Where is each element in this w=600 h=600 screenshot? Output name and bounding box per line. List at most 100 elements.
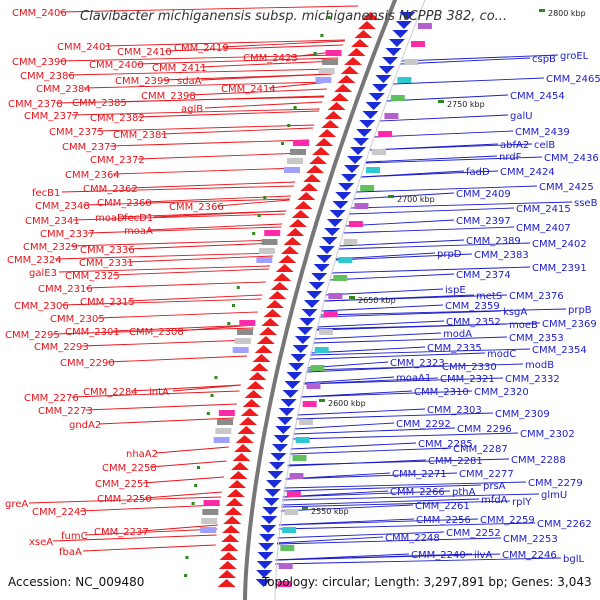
forward-gene-marker [354,30,373,38]
forward-gene-marker [242,399,261,407]
leader-line [144,491,222,499]
gene-label: bglL [563,554,584,565]
gene-label: CMM_2410 [117,47,172,58]
reverse-gene-marker [341,174,358,182]
gene-label: CMM_2295 [5,330,60,341]
gene-label: ilvA [474,550,492,561]
gene-label: CMM_2243 [32,507,87,518]
gene-label: CMM_2454 [510,91,565,102]
forward-gene-marker [308,156,327,164]
reverse-gene-marker [299,318,316,326]
gene-label: nhaA2 [126,449,158,460]
gene-label: CMM_2337 [40,229,95,240]
gene-label: metS [476,291,502,302]
rna-marker [185,556,189,559]
leader-line [287,458,510,466]
gene-label: CMM_2353 [509,333,564,344]
leader-line [284,481,527,489]
gene-label: gndA2 [69,420,101,431]
leader-line [365,155,498,163]
reverse-gene-marker [329,210,346,218]
leader-line [127,242,277,250]
svg-text:2550 kbp: 2550 kbp [311,507,349,516]
reverse-gene-marker [346,156,363,164]
gene-label: CMM_2290 [60,358,115,369]
forward-gene-marker [256,336,275,344]
leader-line [188,88,327,96]
leader-line [83,81,330,89]
feature-block [338,257,353,263]
gene-label: CMM_2374 [456,270,511,281]
leader-line [350,201,573,209]
leader-line [300,390,473,398]
gene-label: CMM_2284 [83,387,138,398]
reverse-gene-marker [344,165,361,173]
forward-gene-marker [224,507,243,515]
svg-text:2600 kbp: 2600 kbp [328,399,366,408]
reverse-gene-marker [284,381,301,389]
gene-label: CMM_2414 [221,84,276,95]
forward-gene-marker [347,48,366,56]
gene-label: CMM_2251 [95,479,150,490]
feature-block [215,428,232,434]
feature-block [378,131,393,137]
forward-gene-marker [219,552,238,560]
forward-gene-marker [286,228,305,236]
leader-line [130,384,241,392]
reverse-gene-marker [270,453,287,461]
forward-gene-marker [350,39,369,47]
leader-line [97,311,258,319]
forward-gene-marker [223,516,242,524]
feature-block [348,221,363,227]
gene-label: CMM_2324 [7,255,62,266]
gene-label: CMM_2381 [113,130,168,141]
gene-label: CMM_2259 [480,515,535,526]
reverse-gene-marker [311,273,328,281]
feature-block [280,545,295,551]
reverse-gene-marker [297,327,314,335]
forward-gene-marker [340,66,359,74]
feature-block [360,185,375,191]
leader-line [310,346,426,354]
gene-label: CMM_2276 [24,393,79,404]
gene-label: CMM_2273 [38,406,93,417]
gene-label: CMM_2261 [415,501,470,512]
rna-marker [320,34,324,37]
kbp-tick: 2800 kbp [539,9,586,18]
rna-marker [206,412,210,415]
leader-line [149,460,227,468]
leader-line [319,310,502,318]
forward-gene-marker [248,372,267,380]
reverse-gene-marker [385,48,402,56]
leader-line [297,408,426,416]
feature-block [202,509,219,515]
reverse-gene-marker [262,507,279,515]
gene-label: CMM_2240 [411,550,466,561]
reverse-gene-marker [326,219,343,227]
feature-block [289,473,304,479]
feature-block [314,347,329,353]
leader-line [147,223,283,231]
reverse-gene-marker [264,489,281,497]
kbp-tick: 2650 kbp [349,296,396,305]
feature-block [310,365,325,371]
rna-marker [287,124,291,127]
gene-label: prsA [483,481,506,492]
genome-title: Clavibacter michiganensis subsp. michiga… [80,9,508,24]
gene-label: CMM_2382 [90,113,145,124]
accession-label: Accession: NC_009480 [8,575,145,589]
feature-block [322,59,339,65]
gene-label: CMM_2253 [503,534,558,545]
leader-line [112,324,255,332]
gene-label: CMM_2258 [102,463,157,474]
leader-line [79,504,221,512]
gene-label: CMM_2310 [414,387,469,398]
forward-gene-marker [306,165,325,173]
gene-label: CMM_2303 [427,405,482,416]
gene-label: CMM_2411 [152,63,207,74]
leader-line [325,288,444,296]
reverse-gene-marker [292,345,309,353]
gene-label: CMM_2306 [14,301,69,312]
kbp-tick: 2600 kbp [319,399,366,408]
